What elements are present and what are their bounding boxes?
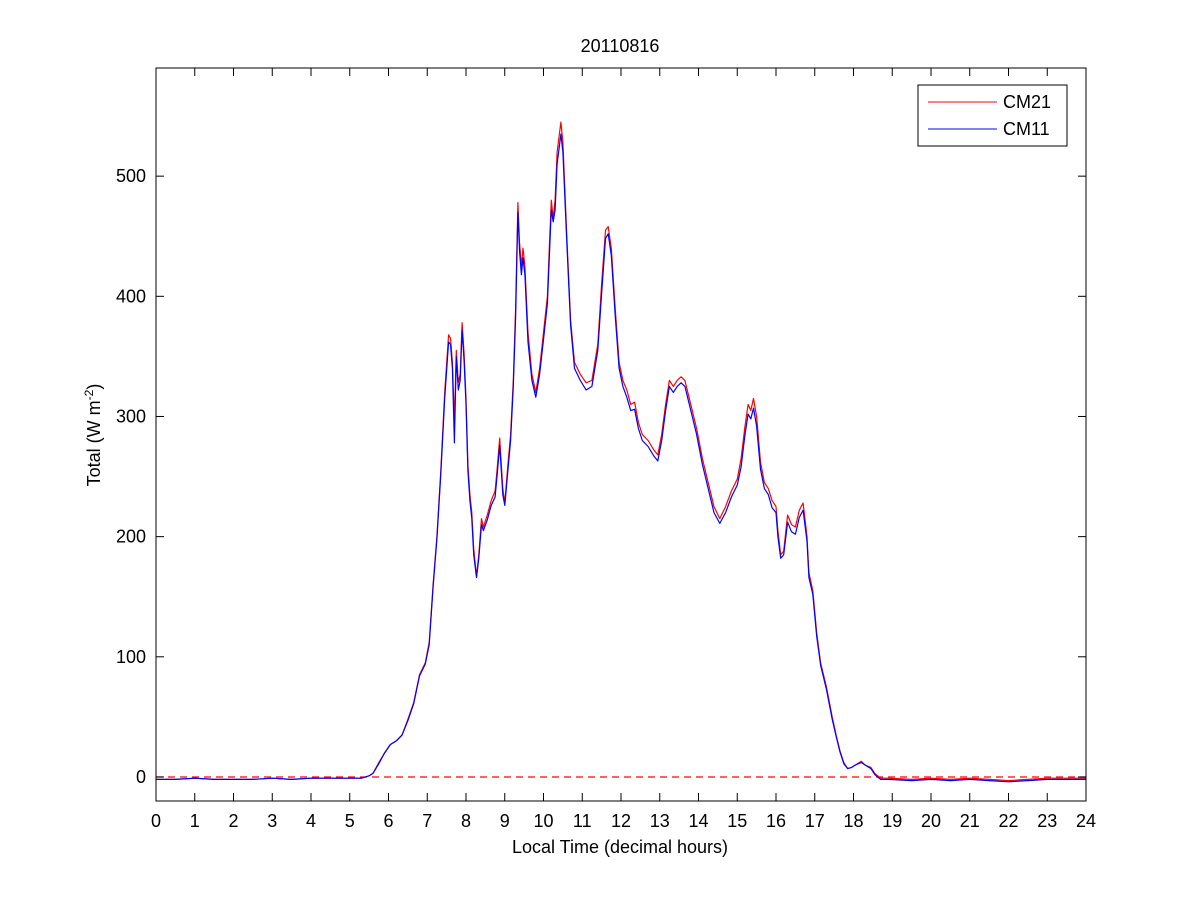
x-tick-label: 0	[151, 811, 161, 831]
y-tick-label: 500	[116, 166, 146, 186]
x-axis-label: Local Time (decimal hours)	[512, 837, 728, 857]
x-tick-label: 19	[882, 811, 902, 831]
x-tick-label: 3	[267, 811, 277, 831]
y-axis-label-end: )	[84, 384, 104, 390]
x-tick-label: 9	[500, 811, 510, 831]
x-tick-label: 10	[533, 811, 553, 831]
y-tick-label: 100	[116, 647, 146, 667]
y-axis-label-main: Total (W m	[84, 400, 104, 486]
x-tick-label: 24	[1076, 811, 1096, 831]
x-tick-label: 4	[306, 811, 316, 831]
legend-label-cm21: CM21	[1003, 92, 1051, 112]
x-tick-label: 15	[727, 811, 747, 831]
x-tick-label: 2	[228, 811, 238, 831]
x-tick-label: 23	[1037, 811, 1057, 831]
legend: CM21 CM11	[917, 84, 1068, 147]
series-layer	[156, 121, 1086, 783]
x-tick-label: 20	[921, 811, 941, 831]
axis-ticks: 0 1 2 3 4 5 6 7 8 9 10 11 12 13 14 15 16 17 18 19 20 21 22 23 24…	[116, 68, 1096, 831]
legend-box	[917, 84, 1068, 147]
y-axis-label-superscript: -2	[82, 389, 96, 400]
y-tick-label: 300	[116, 406, 146, 426]
x-tick-label: 17	[805, 811, 825, 831]
x-tick-label: 12	[611, 811, 631, 831]
y-axis-label: Total (W m-2)	[82, 384, 104, 487]
x-tick-label: 21	[960, 811, 980, 831]
y-tick-label: 200	[116, 527, 146, 547]
series-line-cm11	[156, 133, 1086, 783]
x-tick-label: 8	[461, 811, 471, 831]
x-tick-label: 14	[688, 811, 708, 831]
x-tick-label: 1	[190, 811, 200, 831]
x-tick-label: 5	[345, 811, 355, 831]
x-tick-label: 13	[650, 811, 670, 831]
x-tick-label: 16	[766, 811, 786, 831]
y-tick-label: 0	[136, 767, 146, 787]
x-tick-label: 11	[573, 811, 592, 831]
x-tick-label: 18	[843, 811, 863, 831]
x-tick-label: 7	[422, 811, 432, 831]
y-tick-label: 400	[116, 286, 146, 306]
x-tick-label: 6	[383, 811, 393, 831]
legend-label-cm11: CM11	[1003, 119, 1050, 139]
chart-title: 20110816	[581, 36, 660, 56]
x-tick-label: 22	[998, 811, 1018, 831]
